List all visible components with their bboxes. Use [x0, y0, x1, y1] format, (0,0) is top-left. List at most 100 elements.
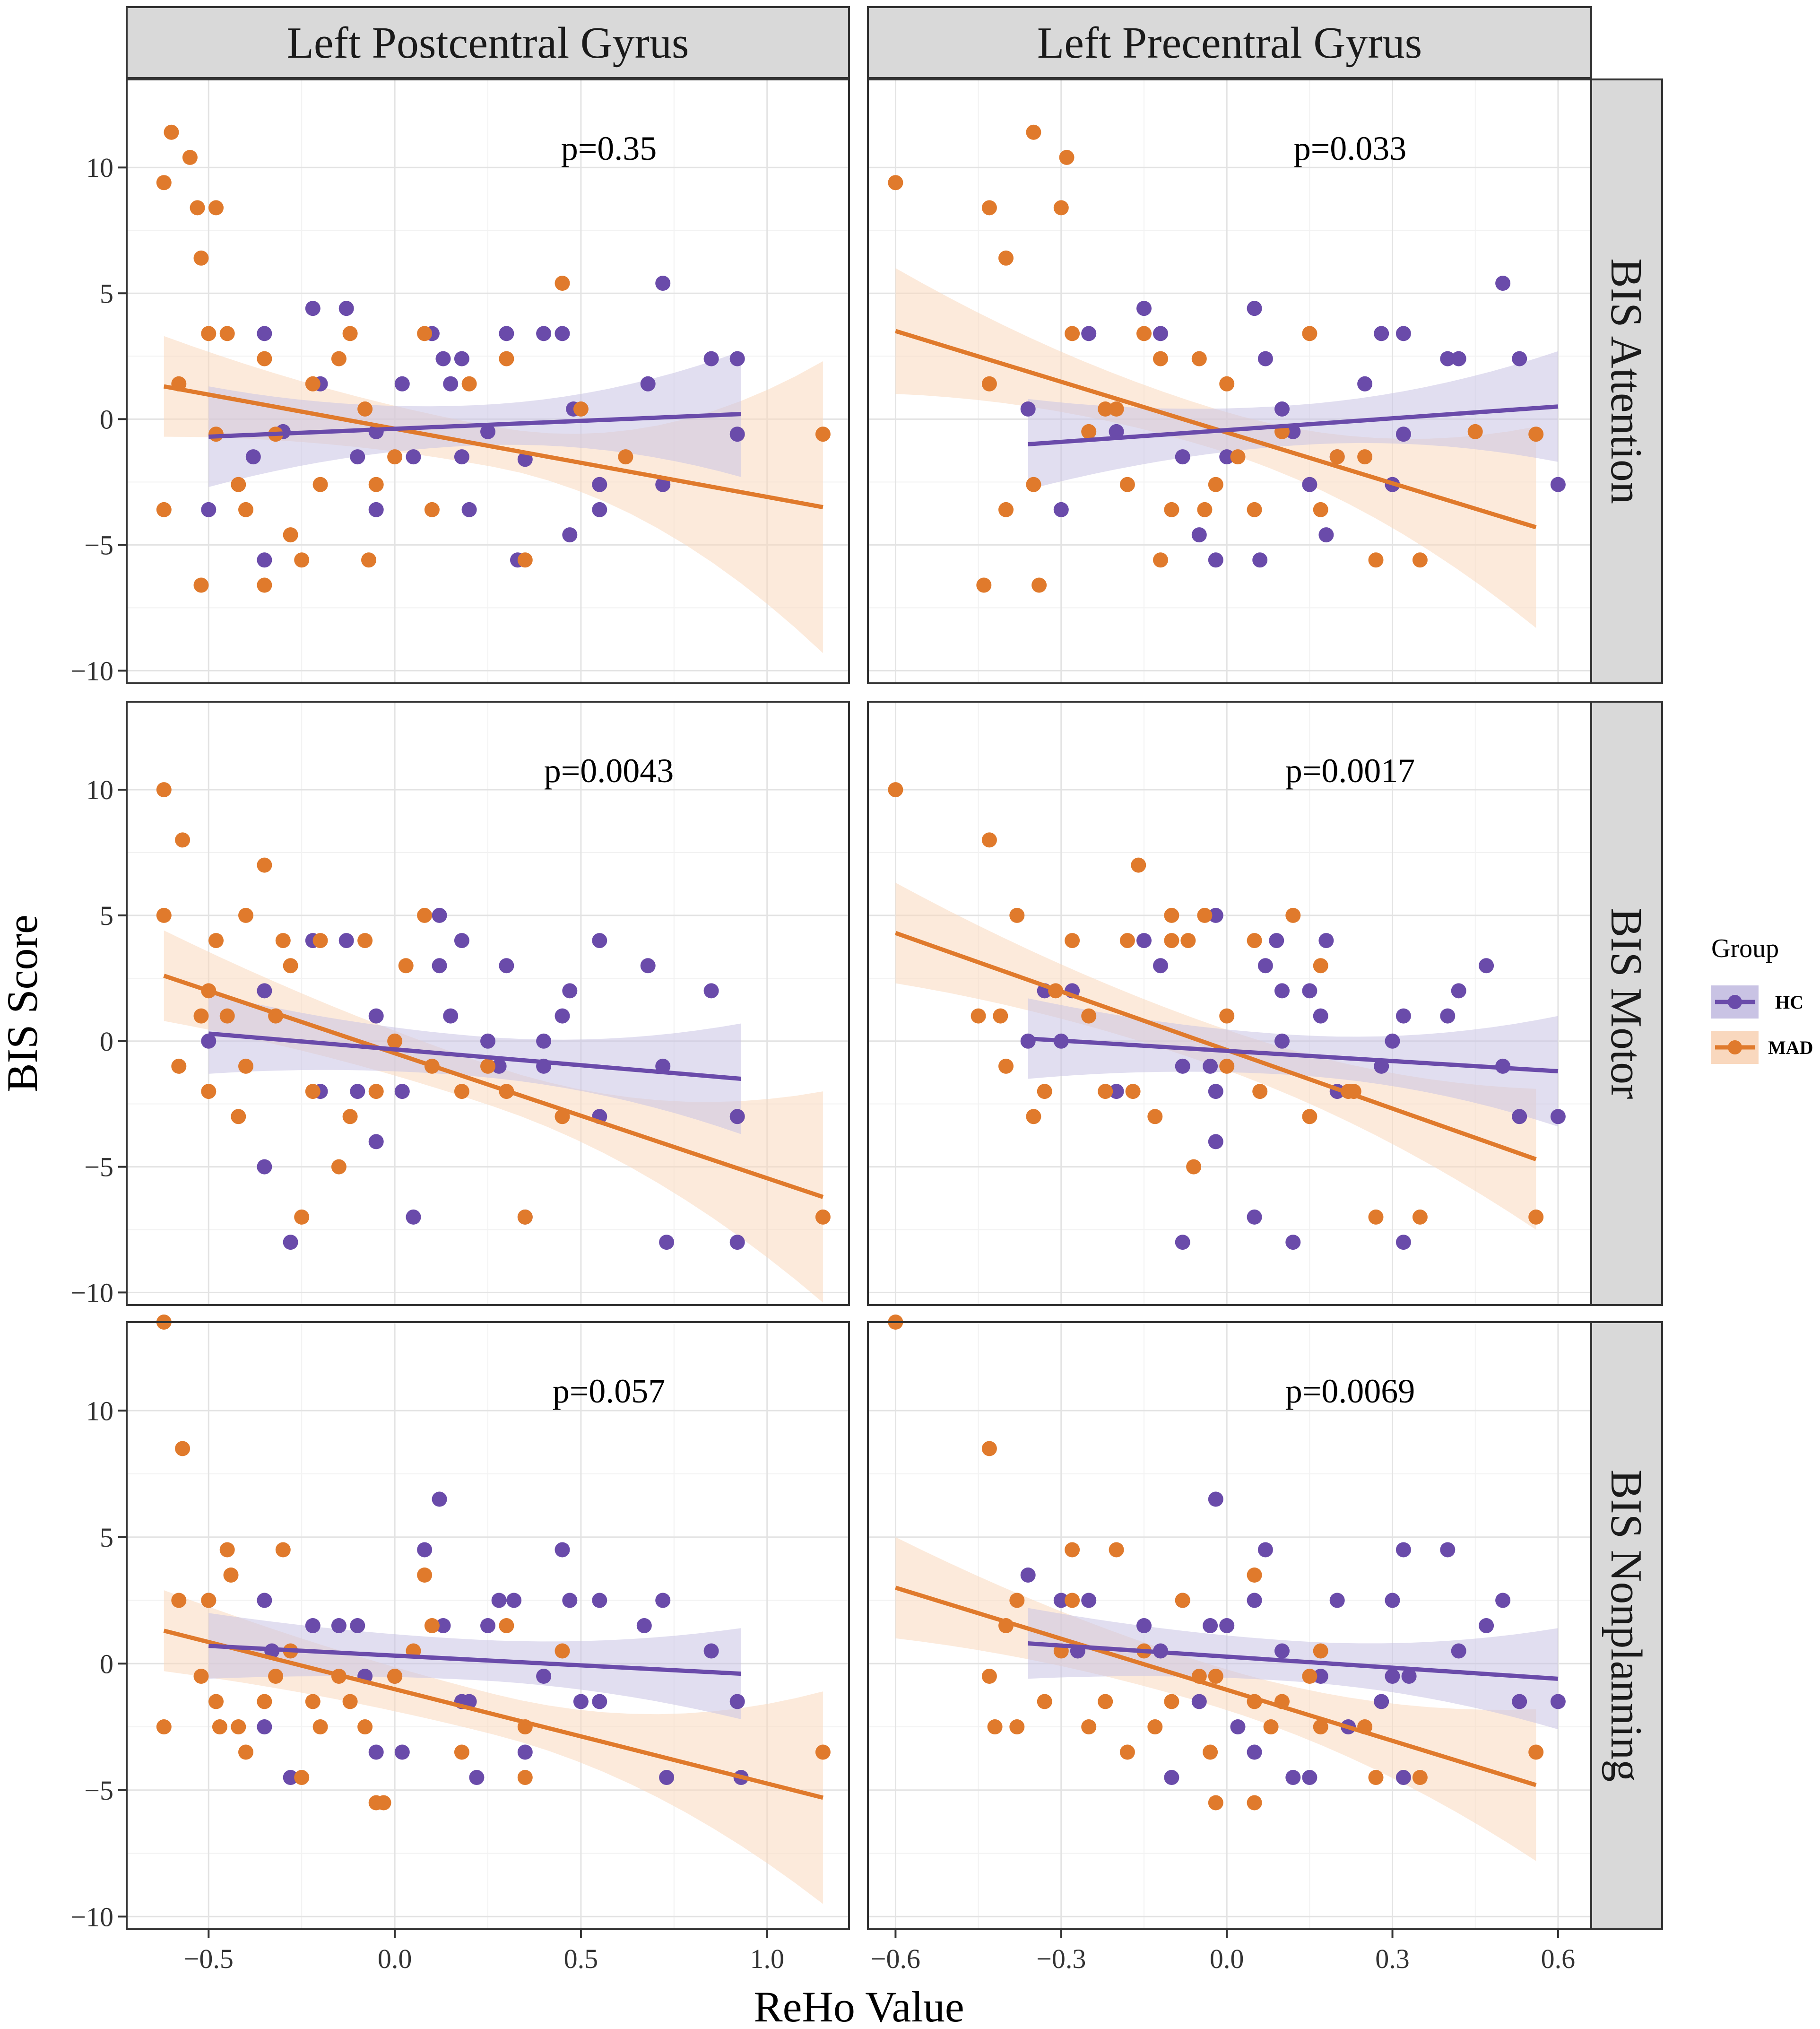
data-point-hc: [257, 1719, 272, 1734]
data-point-hc: [1395, 1235, 1411, 1250]
data-point-hc: [1357, 376, 1373, 392]
data-point-mad: [1119, 1744, 1135, 1760]
data-point-mad: [1065, 1542, 1080, 1558]
data-point-mad: [1252, 1084, 1268, 1099]
data-point-mad: [275, 933, 291, 949]
data-point-hc: [1081, 326, 1097, 341]
data-point-mad: [987, 1719, 1003, 1734]
data-point-mad: [257, 351, 272, 366]
data-point-mad: [517, 1770, 533, 1785]
data-point-mad: [618, 449, 633, 465]
panel-motor-postcentral: p=0.0043: [126, 701, 850, 1306]
x-tick-label: 0.3: [1375, 1943, 1410, 1974]
data-point-mad: [231, 1109, 246, 1124]
data-point-mad: [156, 907, 172, 923]
data-point-mad: [268, 1669, 284, 1684]
data-point-mad: [257, 1694, 272, 1709]
data-point-hc: [338, 301, 354, 316]
data-point-hc: [201, 1033, 217, 1049]
data-point-hc: [1247, 301, 1262, 316]
data-point-hc: [1374, 326, 1389, 341]
data-point-mad: [1009, 907, 1025, 923]
data-point-mad: [1208, 477, 1223, 492]
data-point-hc: [536, 326, 552, 341]
data-point-hc: [350, 1618, 365, 1633]
data-point-mad: [1302, 326, 1317, 341]
data-point-mad: [1031, 577, 1047, 593]
row-strip-label-2: BIS Nonplanning: [1602, 1470, 1651, 1782]
data-point-hc: [394, 1084, 410, 1099]
data-point-hc: [491, 1058, 507, 1074]
data-point-mad: [1098, 401, 1113, 417]
data-point-hc: [432, 1491, 447, 1507]
data-point-mad: [1247, 1567, 1262, 1583]
data-point-mad: [193, 1669, 209, 1684]
data-point-mad: [231, 477, 246, 492]
data-point-hc: [729, 1109, 745, 1124]
data-point-mad: [976, 577, 992, 593]
data-point-hc: [1285, 1770, 1301, 1785]
data-point-hc: [1313, 1008, 1328, 1024]
data-point-hc: [350, 449, 365, 465]
data-point-hc: [1208, 552, 1223, 568]
data-point-mad: [981, 832, 997, 848]
x-tick-label: 0.5: [564, 1943, 598, 1974]
data-point-hc: [443, 376, 459, 392]
data-point-mad: [283, 527, 298, 543]
data-point-mad: [981, 200, 997, 216]
data-point-mad: [201, 326, 217, 341]
data-point-mad: [342, 1109, 358, 1124]
data-point-mad: [1208, 1795, 1223, 1811]
x-tick-label: 0.0: [1210, 1943, 1244, 1974]
data-point-mad: [461, 376, 477, 392]
data-point-hc: [1175, 1058, 1190, 1074]
panel-border: [126, 78, 850, 684]
data-point-mad: [1164, 907, 1179, 923]
data-point-hc: [655, 276, 671, 291]
data-point-mad: [1009, 1719, 1025, 1734]
data-point-mad: [998, 1058, 1014, 1074]
data-point-mad: [398, 958, 414, 974]
data-point-mad: [1197, 907, 1213, 923]
data-point-mad: [1065, 326, 1080, 341]
data-point-mad: [815, 427, 831, 442]
data-point-mad: [331, 351, 347, 366]
data-point-mad: [1164, 1694, 1179, 1709]
data-point-mad: [480, 1058, 495, 1074]
data-point-hc: [454, 933, 469, 949]
data-point-hc: [1451, 351, 1466, 366]
data-point-mad: [1119, 477, 1135, 492]
data-point-hc: [499, 958, 514, 974]
data-point-mad: [1203, 1744, 1218, 1760]
data-point-hc: [1020, 1567, 1036, 1583]
fit-line-hc: [208, 412, 741, 439]
data-point-mad: [1125, 1084, 1141, 1099]
data-point-mad: [1119, 933, 1135, 949]
data-point-hc: [1385, 1669, 1400, 1684]
data-point-hc: [1208, 1134, 1223, 1149]
data-point-mad: [1313, 1719, 1328, 1734]
data-point-mad: [888, 175, 903, 191]
data-point-hc: [1274, 1643, 1290, 1659]
data-point-hc: [573, 1694, 589, 1709]
data-point-mad: [1153, 351, 1168, 366]
data-point-mad: [175, 832, 191, 848]
data-point-hc: [1191, 1694, 1207, 1709]
data-point-hc: [1374, 1694, 1389, 1709]
data-point-hc: [536, 1033, 552, 1049]
data-point-hc: [1175, 449, 1190, 465]
data-point-hc: [1495, 1593, 1511, 1608]
data-point-hc: [1269, 933, 1284, 949]
fit-line-hc: [1028, 1641, 1559, 1681]
data-point-mad: [238, 1058, 253, 1074]
data-point-hc: [1136, 933, 1152, 949]
data-point-hc: [506, 1593, 522, 1608]
panel-nonplanning-postcentral: p=0.057: [126, 1315, 850, 1930]
x-axis-title: ReHo Value: [754, 1983, 964, 2029]
data-point-hc: [1257, 958, 1273, 974]
x-tick-label: 0.6: [1541, 1943, 1576, 1974]
y-tick-label: 0: [100, 404, 113, 435]
data-point-mad: [238, 1744, 253, 1760]
fit-line-hc: [208, 1644, 741, 1676]
data-point-mad: [1357, 449, 1373, 465]
